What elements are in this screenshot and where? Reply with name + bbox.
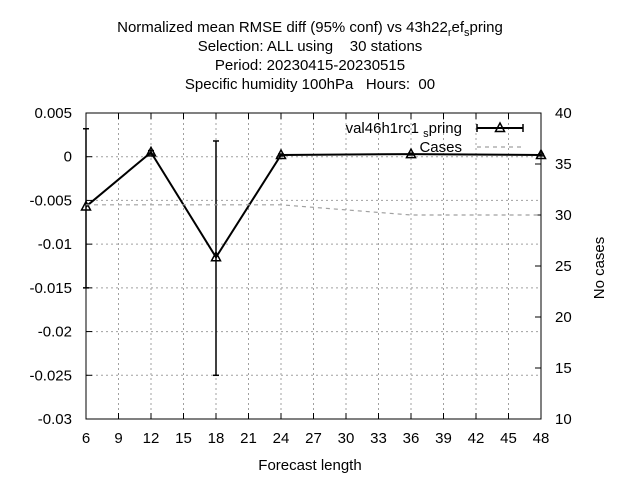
x-tick-label: 12 (143, 430, 160, 447)
x-tick-label: 9 (114, 430, 122, 447)
y-tick-label: -0.015 (29, 280, 72, 297)
y2-tick-label: 15 (555, 360, 572, 377)
x-tick-label: 24 (273, 430, 290, 447)
x-axis-label: Forecast length (258, 457, 361, 474)
y-tick-label: 0 (64, 149, 72, 166)
legend-swatch-marker (494, 121, 506, 133)
y2-tick-label: 35 (555, 156, 572, 173)
title-line: Specific humidity 100hPa Hours: 00 (185, 76, 435, 93)
data-point (275, 148, 287, 160)
y2-tick-label: 20 (555, 309, 572, 326)
y-tick-label: -0.005 (29, 192, 72, 209)
x-tick-label: 36 (403, 430, 420, 447)
x-tick-label: 27 (305, 430, 322, 447)
y2-axis: 40 35 30 25 20 15 10 (535, 105, 572, 428)
y2-tick-label: 30 (555, 207, 572, 224)
data-point (405, 147, 417, 159)
y2-axis-label: No cases (591, 237, 608, 300)
y-tick-label: -0.02 (38, 324, 72, 341)
y2-tick-label: 10 (555, 411, 572, 428)
x-tick-label: 15 (175, 430, 192, 447)
y-axis: 0.005 0 -0.005 -0.01 -0.015 -0.02 -0.025 -0.03 (29, 105, 92, 428)
x-tick-label: 21 (240, 430, 257, 447)
title-line: Normalized mean RMSE diff (95% conf) vs … (117, 19, 503, 39)
chart-title: Normalized mean RMSE diff (95% conf) vs … (117, 19, 503, 93)
series-line-cases (86, 204, 541, 216)
y2-tick-label: 25 (555, 258, 572, 275)
x-tick-label: 48 (533, 430, 550, 447)
legend-label-val46h1rc1: val46h1rc1 spring (346, 120, 462, 140)
x-tick-label: 42 (468, 430, 485, 447)
x-axis: 6 9 12 15 18 21 24 27 30 33 36 39 42 45 48 (82, 113, 550, 447)
x-tick-label: 30 (338, 430, 355, 447)
data-point (145, 145, 157, 157)
title-line: Period: 20230415-20230515 (215, 57, 405, 74)
y-tick-label: -0.03 (38, 411, 72, 428)
series (80, 127, 547, 377)
y2-tick-label: 40 (555, 105, 572, 122)
data-point (80, 199, 92, 211)
series-line-val46h1rc1 (85, 150, 542, 260)
x-tick-label: 45 (500, 430, 517, 447)
title-line: Selection: ALL using 30 stations (198, 38, 423, 55)
x-tick-label: 18 (208, 430, 225, 447)
y-tick-label: -0.01 (38, 236, 72, 253)
x-tick-label: 33 (370, 430, 387, 447)
x-tick-label: 6 (82, 430, 90, 447)
legend-label-cases: Cases (419, 139, 462, 156)
y-tick-label: -0.025 (29, 367, 72, 384)
x-tick-label: 39 (435, 430, 452, 447)
data-point (535, 148, 547, 160)
data-point (210, 250, 222, 262)
y-tick-label: 0.005 (34, 105, 72, 122)
